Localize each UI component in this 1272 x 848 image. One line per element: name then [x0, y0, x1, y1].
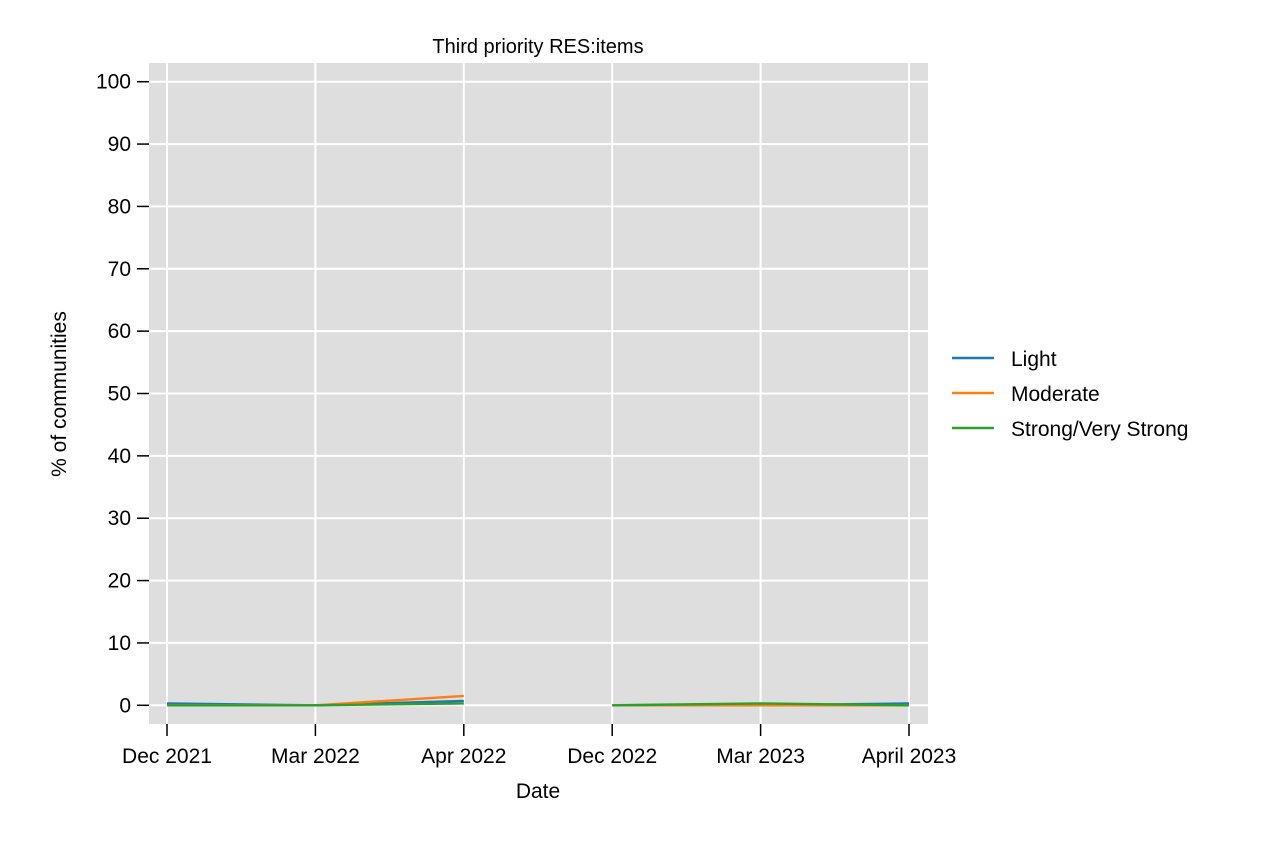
grid [149, 63, 928, 724]
x-tick-label: Apr 2022 [421, 745, 506, 768]
legend: Light Moderate Strong/Very Strong [952, 348, 1188, 441]
legend-label: Strong/Very Strong [1011, 418, 1188, 441]
y-tick-label: 70 [108, 258, 131, 281]
x-axis-label: Date [516, 780, 560, 803]
y-tick-label: 20 [108, 570, 131, 593]
series-line [167, 702, 464, 707]
series-lines [166, 694, 910, 707]
chart-title: Third priority RES:items [432, 36, 643, 58]
x-tick-label: April 2023 [862, 745, 957, 768]
y-tick-label: 30 [108, 507, 131, 530]
y-tick-label: 10 [108, 632, 131, 655]
y-tick-label: 100 [96, 71, 131, 94]
x-axis: Dec 2021 Mar 2022 Apr 2022 Dec 2022 Mar 2023… [122, 724, 956, 768]
y-tick-label: 40 [108, 445, 131, 468]
x-tick-label: Mar 2023 [716, 745, 805, 768]
legend-label: Moderate [1011, 383, 1100, 406]
y-tick-label: 50 [108, 383, 131, 406]
x-tick-label: Mar 2022 [271, 745, 360, 768]
x-tick-label: Dec 2022 [567, 745, 657, 768]
y-axis: 0 10 20 30 40 50 60 70 80 90 100 [96, 71, 149, 717]
y-tick-label: 0 [119, 694, 131, 717]
legend-label: Light [1011, 348, 1057, 371]
y-tick-label: 60 [108, 320, 131, 343]
y-axis-label: % of communities [48, 311, 71, 477]
y-tick-label: 80 [108, 195, 131, 218]
y-tick-label: 90 [108, 133, 131, 156]
series-line [612, 702, 910, 707]
x-tick-label: Dec 2021 [122, 745, 212, 768]
